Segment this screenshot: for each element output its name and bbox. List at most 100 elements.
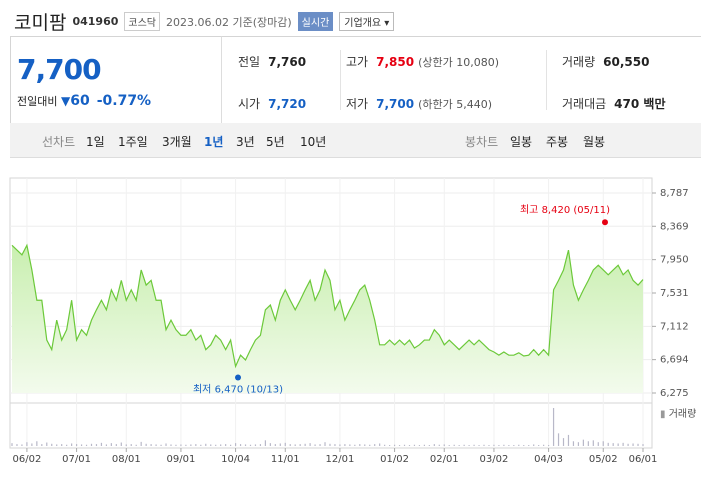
tab[interactable]: 3년 [236, 135, 255, 149]
tab[interactable]: 1일 [86, 135, 105, 149]
volume-bar [463, 444, 465, 446]
volume-bar [304, 443, 306, 446]
x-tick-label: 06/01 [629, 454, 658, 465]
tab[interactable]: 1년 [204, 135, 224, 149]
volume-bar [66, 444, 68, 446]
stat-value: 7,720 [268, 97, 307, 111]
volume-bar [632, 443, 634, 446]
volume-bar [389, 445, 391, 446]
volume-bar [622, 442, 624, 446]
volume-bar [349, 444, 351, 446]
stock-code: 041960 [72, 15, 119, 28]
x-tick-label: 11/01 [271, 454, 300, 465]
separator [340, 50, 341, 110]
volume-bar [71, 443, 73, 446]
volume-bar [642, 444, 644, 446]
volume-bar [80, 444, 83, 446]
tab[interactable]: 월봉 [583, 135, 606, 149]
volume-bar [220, 444, 222, 446]
company-button[interactable]: 기업개요 ▾ [339, 12, 395, 31]
stat-label: 시가 [238, 97, 261, 111]
x-tick-label: 01/02 [380, 454, 409, 465]
annotation-label: 최저 6,470 (10/13) [193, 383, 283, 395]
y-tick-label: 7,531 [660, 288, 689, 299]
volume-bar [418, 445, 421, 446]
volume-bar [597, 442, 599, 446]
stat-label: 고가 [346, 55, 369, 69]
volume-bar [339, 444, 341, 446]
volume-bar [195, 444, 197, 446]
volume-bar [314, 444, 316, 446]
volume-bar [433, 444, 435, 446]
tab[interactable]: 5년 [266, 135, 285, 149]
volume-bar [21, 444, 23, 446]
stat: 시가 7,720 [238, 95, 306, 112]
x-tick-label: 12/01 [326, 454, 355, 465]
volume-bar [190, 444, 192, 446]
volume-bar [562, 438, 565, 446]
volume-bar [408, 445, 411, 446]
volume-bar [51, 443, 53, 446]
volume-bar [557, 433, 560, 446]
volume-bar [205, 443, 207, 446]
volume-bar [234, 443, 237, 446]
volume-bar [493, 444, 495, 446]
realtime-button[interactable]: 실시간 [297, 12, 334, 31]
volume-bar [274, 444, 276, 446]
stat-value: 60,550 [603, 55, 650, 69]
volume-bar [359, 444, 361, 446]
x-tick-label: 05/02 [589, 454, 618, 465]
price-box: 7,700 전일대비 ▼60 -0.77% [10, 36, 221, 124]
stat-value: 470 백만 [614, 97, 666, 111]
volume-bar [612, 443, 614, 446]
volume-bar [254, 444, 257, 446]
volume-bar [95, 444, 98, 446]
volume-bar [547, 445, 550, 446]
volume-bar [31, 443, 33, 446]
stat-label: 저가 [346, 97, 369, 111]
stat: 전일 7,760 [238, 53, 306, 70]
tab[interactable]: 3개월 [162, 135, 192, 149]
x-tick-label: 04/03 [534, 454, 563, 465]
header: 코미팜 041960 코스닥 2023.06.02 기준(장마감) 실시간 기업… [14, 8, 395, 35]
change-value: 60 [70, 93, 90, 109]
volume-bar [393, 444, 396, 446]
volume-bar [587, 441, 589, 446]
volume-bar [577, 442, 580, 446]
y-tick-label: 8,369 [660, 221, 689, 232]
volume-bar [443, 444, 445, 446]
current-price: 7,700 [17, 53, 102, 86]
volume-bar [413, 444, 416, 446]
stat-extra: (상한가 10,080) [418, 56, 499, 69]
volume-bar [170, 444, 172, 446]
stat-label: 전일 [238, 55, 261, 69]
company-label[interactable]: 기업개요 [344, 18, 382, 29]
stat: 고가 7,850 (상한가 10,080) [346, 53, 499, 70]
volume-bar [567, 434, 570, 446]
volume-bar [294, 444, 296, 446]
volume-bar [61, 444, 63, 446]
volume-bar [150, 444, 152, 446]
volume-bar [279, 443, 281, 446]
volume-bar [582, 439, 584, 446]
volume-bar [448, 445, 450, 446]
chart: ▮ 거래량 6,275 6,694 7,112 7,531 7,950 8,369 8,78… [9, 177, 696, 465]
volume-bar [259, 444, 262, 446]
volume-bar [165, 443, 167, 446]
volume-bar [289, 444, 291, 446]
x-tick-label: 03/02 [480, 454, 509, 465]
volume-bar [398, 445, 401, 446]
y-tick-label: 7,112 [660, 321, 689, 332]
stat-label: 거래량 [562, 55, 596, 69]
volume-bar [75, 444, 78, 446]
volume-bar [249, 444, 252, 446]
tab-group-label: 선차트 [42, 135, 76, 149]
tab[interactable]: 일봉 [510, 135, 533, 149]
tab[interactable]: 주봉 [546, 135, 569, 149]
volume-bar [140, 441, 142, 446]
change: 전일대비 ▼60 -0.77% [17, 93, 151, 109]
tab[interactable]: 1주일 [118, 135, 148, 149]
change-label: 전일대비 [17, 95, 58, 108]
x-tick-label: 09/01 [167, 454, 196, 465]
tab[interactable]: 10년 [300, 135, 327, 149]
